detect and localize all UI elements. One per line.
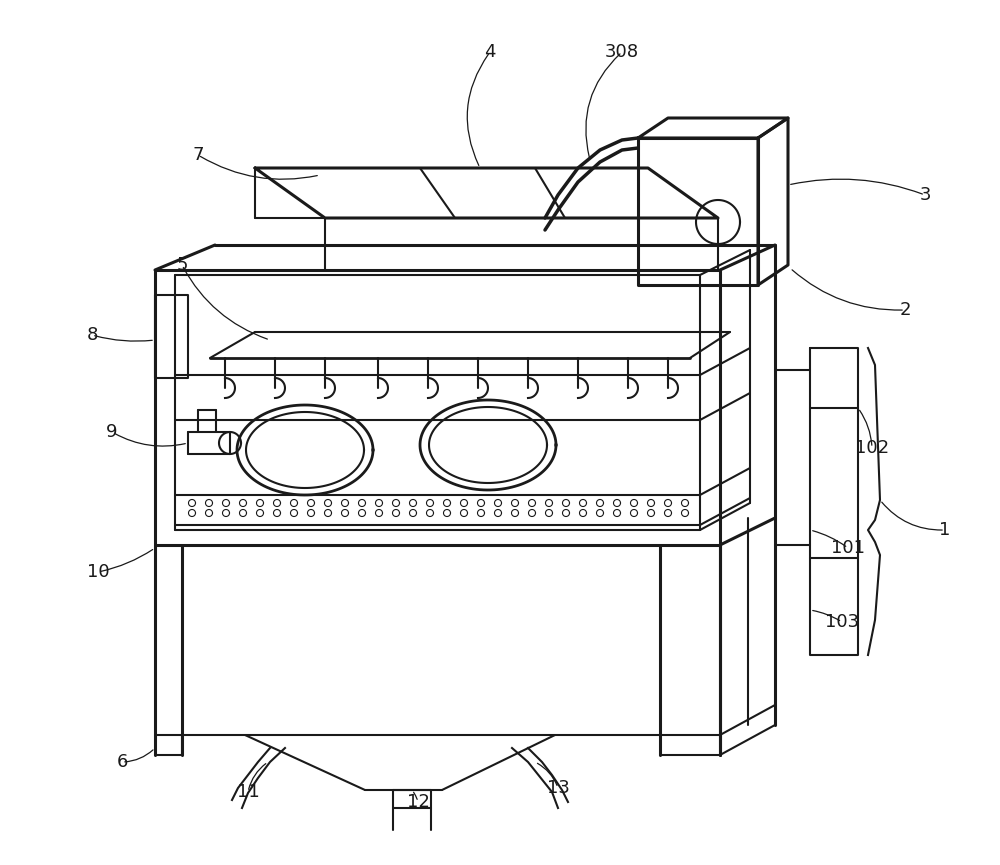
Text: 10: 10 [87,563,109,581]
Text: 4: 4 [484,43,496,61]
Text: 11: 11 [237,783,259,801]
Text: 1: 1 [939,521,951,539]
Text: 8: 8 [86,326,98,344]
Text: 9: 9 [106,423,118,441]
Text: 101: 101 [831,539,865,557]
Text: 5: 5 [176,256,188,274]
Text: 2: 2 [899,301,911,319]
Text: 6: 6 [116,753,128,771]
Text: 3: 3 [919,186,931,204]
Text: 102: 102 [855,439,889,457]
Text: 308: 308 [605,43,639,61]
Text: 103: 103 [825,613,859,631]
Text: 7: 7 [192,146,204,164]
Text: 13: 13 [547,779,569,797]
Text: 12: 12 [407,793,429,811]
